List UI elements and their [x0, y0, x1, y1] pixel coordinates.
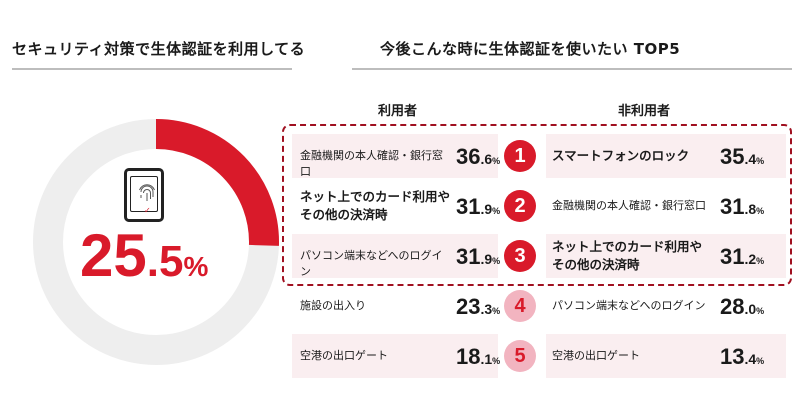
nonuser-item-3: ネット上でのカード利用やその他の決済時 [552, 239, 703, 272]
row-bg-5-user [292, 334, 498, 378]
row-bg-3-nonuser [546, 234, 786, 278]
nonuser-item-4: パソコン端末などへのログイン [552, 299, 706, 312]
rank-badge-4: 4 [504, 290, 536, 322]
nonuser-item-2: 金融機関の本人確認・銀行窓口 [552, 199, 706, 212]
top3-dashed-frame [282, 124, 792, 286]
column-header-nonusers: 非利用者 [618, 104, 671, 119]
phone-screen: ✓ [130, 176, 158, 215]
nonuser-item-5: 空港の出口ゲート [552, 349, 640, 362]
user-item-3: パソコン端末などへのログイン [300, 249, 443, 278]
rank-badge-2: 2 [504, 190, 536, 222]
nonuser-value-1: 35.4% [720, 144, 765, 169]
row-bg-3-user [292, 234, 498, 278]
user-item-5: 空港の出口ゲート [300, 349, 388, 362]
gauge-percent-decimal: .5 [146, 237, 184, 286]
left-heading: セキュリティ対策で生体認証を利用してる [12, 40, 306, 58]
gauge-percentage: 25.5% [80, 226, 208, 286]
row-bg-1-user [292, 134, 498, 178]
fingerprint-icon [139, 184, 155, 201]
left-heading-underline [12, 68, 292, 70]
rank-badge-5: 5 [504, 340, 536, 372]
phone-fingerprint-icon: ✓ [124, 168, 164, 222]
right-heading: 今後こんな時に生体認証を使いたい TOP5 [380, 40, 681, 58]
user-value-5: 18.1% [456, 344, 501, 369]
nonuser-value-2: 31.8% [720, 194, 765, 219]
row-bg-5-nonuser [546, 334, 786, 378]
nonuser-value-3: 31.2% [720, 244, 765, 269]
user-item-4: 施設の出入り [300, 299, 366, 312]
nonuser-value-4: 28.0% [720, 294, 765, 319]
donut-value-arc [155, 119, 279, 246]
user-value-1: 36.6% [456, 144, 501, 169]
gauge-percent-whole: 25 [80, 222, 147, 289]
nonuser-value-5: 13.4% [720, 344, 765, 369]
rank-badge-1: 1 [504, 140, 536, 172]
right-heading-underline [352, 68, 792, 70]
user-value-2: 31.9% [456, 194, 501, 219]
check-icon: ✓ [144, 206, 151, 215]
user-item-1: 金融機関の本人確認・銀行窓口 [300, 149, 443, 178]
column-header-users: 利用者 [378, 104, 418, 119]
row-bg-1-nonuser [546, 134, 786, 178]
user-item-2: ネット上でのカード利用やその他の決済時 [300, 189, 451, 222]
user-value-4: 23.3% [456, 294, 501, 319]
gauge-percent-unit: % [183, 251, 209, 282]
user-value-3: 31.9% [456, 244, 501, 269]
rank-badge-3: 3 [504, 240, 536, 272]
nonuser-item-1: スマートフォンのロック [552, 148, 690, 163]
donut-gauge [33, 119, 279, 365]
